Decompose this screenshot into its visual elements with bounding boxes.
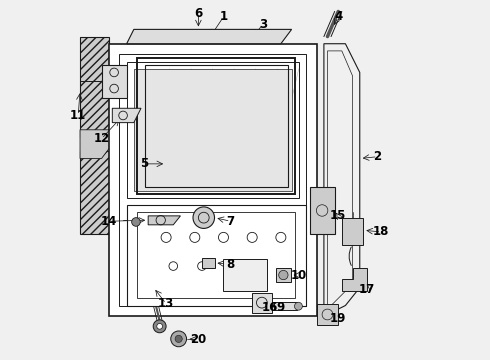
Circle shape xyxy=(171,331,187,347)
Text: 6: 6 xyxy=(194,7,202,20)
Polygon shape xyxy=(342,218,364,244)
Circle shape xyxy=(279,270,288,280)
Polygon shape xyxy=(126,30,292,44)
Text: 18: 18 xyxy=(373,225,390,238)
Text: 14: 14 xyxy=(100,215,117,228)
Text: 11: 11 xyxy=(70,109,86,122)
Bar xyxy=(276,268,291,282)
Polygon shape xyxy=(148,216,180,225)
Polygon shape xyxy=(80,130,112,158)
Circle shape xyxy=(175,335,182,342)
Text: 20: 20 xyxy=(190,333,206,346)
Text: 19: 19 xyxy=(330,311,346,325)
Text: 9: 9 xyxy=(277,301,285,314)
Polygon shape xyxy=(101,65,126,98)
Circle shape xyxy=(132,218,140,226)
Polygon shape xyxy=(80,151,109,234)
Text: 4: 4 xyxy=(334,10,343,23)
Polygon shape xyxy=(109,44,317,316)
Polygon shape xyxy=(342,268,367,291)
Text: 17: 17 xyxy=(359,283,375,296)
Text: 13: 13 xyxy=(158,297,174,310)
Bar xyxy=(202,258,215,268)
Text: 7: 7 xyxy=(226,215,235,228)
Text: 15: 15 xyxy=(330,210,346,222)
Circle shape xyxy=(294,302,302,310)
Polygon shape xyxy=(80,37,109,137)
Text: 3: 3 xyxy=(259,18,267,31)
Circle shape xyxy=(193,207,215,228)
Bar xyxy=(223,259,267,291)
Polygon shape xyxy=(112,108,141,123)
Text: 1: 1 xyxy=(220,10,227,23)
Circle shape xyxy=(153,320,166,333)
Text: 5: 5 xyxy=(141,157,148,170)
Text: 16: 16 xyxy=(262,301,278,314)
Text: 12: 12 xyxy=(94,132,110,145)
Polygon shape xyxy=(134,69,292,191)
Polygon shape xyxy=(317,304,338,325)
Bar xyxy=(274,302,297,310)
Bar xyxy=(252,293,272,313)
Text: 2: 2 xyxy=(373,150,382,163)
Text: 10: 10 xyxy=(291,269,307,282)
Polygon shape xyxy=(310,187,335,234)
Circle shape xyxy=(157,323,163,329)
Text: 8: 8 xyxy=(226,258,235,271)
Polygon shape xyxy=(126,205,306,306)
